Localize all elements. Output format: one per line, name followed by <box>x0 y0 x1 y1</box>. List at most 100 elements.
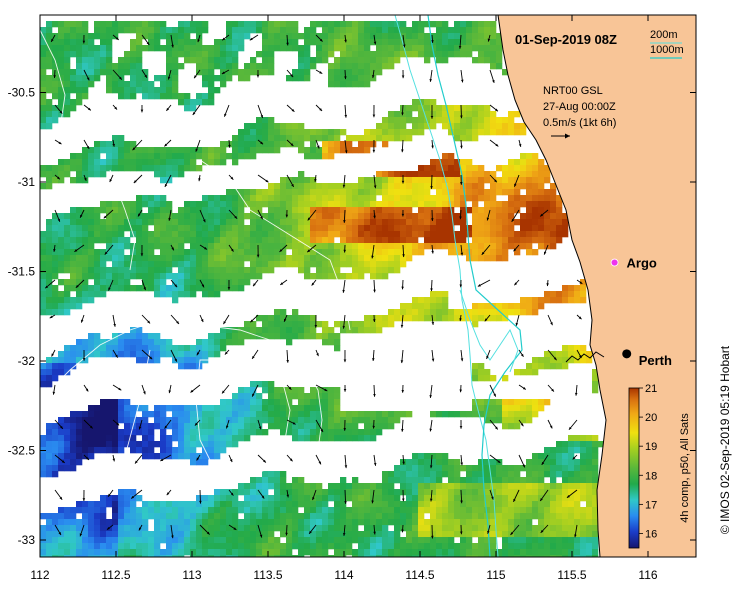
sst-pixel <box>568 477 575 484</box>
sst-pixel <box>70 261 77 268</box>
current-vector-head <box>115 354 118 358</box>
sst-pixel <box>454 525 461 532</box>
sst-pixel <box>172 435 179 442</box>
sst-pixel <box>226 489 233 496</box>
sst-pixel <box>64 159 71 166</box>
sst-pixel <box>478 51 485 58</box>
sst-pixel <box>460 33 467 40</box>
sst-pixel <box>568 441 575 448</box>
sst-pixel <box>280 135 287 142</box>
sst-pixel <box>106 495 113 502</box>
sst-pixel <box>58 39 65 46</box>
sst-pixel <box>400 303 407 310</box>
sst-pixel <box>538 489 545 496</box>
sst-pixel <box>100 417 107 424</box>
sst-pixel <box>100 543 107 550</box>
sst-pixel <box>364 489 371 496</box>
sst-pixel <box>382 141 389 148</box>
sst-pixel <box>364 207 371 214</box>
sst-pixel <box>412 129 419 136</box>
sst-pixel <box>454 33 461 40</box>
sst-pixel <box>490 117 497 124</box>
sst-pixel <box>256 429 263 436</box>
sst-pixel <box>40 285 47 292</box>
sst-pixel <box>376 555 383 557</box>
sst-pixel <box>376 537 383 544</box>
sst-pixel <box>46 435 53 442</box>
sst-pixel <box>424 555 431 557</box>
sst-pixel <box>436 39 443 46</box>
sst-pixel <box>166 57 173 64</box>
sst-pixel <box>292 483 299 490</box>
sst-pixel <box>490 405 497 412</box>
sst-pixel <box>544 459 551 466</box>
sst-pixel <box>490 231 497 238</box>
sst-pixel <box>160 195 167 202</box>
sst-pixel <box>448 165 455 172</box>
sst-pixel <box>334 423 341 430</box>
sst-pixel <box>214 213 221 220</box>
sst-pixel <box>46 33 53 40</box>
sst-pixel <box>448 33 455 40</box>
sst-pixel <box>556 459 563 466</box>
sst-pixel <box>70 165 77 172</box>
sst-pixel <box>106 549 113 556</box>
sst-pixel <box>562 345 569 352</box>
sst-pixel <box>544 357 551 364</box>
sst-pixel <box>178 501 185 508</box>
sst-pixel <box>292 495 299 502</box>
sst-pixel <box>160 261 167 268</box>
sst-pixel <box>124 339 131 346</box>
sst-pixel <box>142 507 149 514</box>
sst-pixel <box>64 21 71 28</box>
sst-pixel <box>328 483 335 490</box>
sst-pixel <box>100 141 107 148</box>
sst-pixel <box>130 261 137 268</box>
sst-pixel <box>262 531 269 538</box>
sst-pixel <box>244 69 251 76</box>
sst-pixel <box>172 219 179 226</box>
sst-pixel <box>310 261 317 268</box>
sst-pixel <box>190 219 197 226</box>
sst-pixel <box>538 231 545 238</box>
sst-pixel <box>154 423 161 430</box>
sst-pixel <box>184 21 191 28</box>
sst-pixel <box>46 447 53 454</box>
sst-pixel <box>484 255 491 262</box>
sst-pixel <box>508 117 515 124</box>
sst-pixel <box>112 33 119 40</box>
sst-pixel <box>538 357 545 364</box>
sst-pixel <box>580 279 587 286</box>
sst-pixel <box>40 435 47 442</box>
current-vector-head <box>194 75 197 79</box>
sst-pixel <box>394 267 401 274</box>
sst-pixel <box>142 501 149 508</box>
sst-pixel <box>106 447 113 454</box>
sst-pixel <box>292 261 299 268</box>
sst-pixel <box>274 513 281 520</box>
sst-pixel <box>208 429 215 436</box>
sst-pixel <box>172 453 179 460</box>
sst-pixel <box>130 525 137 532</box>
current-vector-head <box>495 426 498 430</box>
sst-pixel <box>436 489 443 496</box>
sst-pixel <box>118 285 125 292</box>
sst-pixel <box>76 39 83 46</box>
sst-pixel <box>166 213 173 220</box>
sst-pixel <box>274 555 281 557</box>
sst-pixel <box>424 303 431 310</box>
sst-pixel <box>118 345 125 352</box>
sst-pixel <box>250 429 257 436</box>
sst-pixel <box>358 495 365 502</box>
sst-pixel <box>190 351 197 358</box>
sst-pixel <box>220 513 227 520</box>
sst-pixel <box>436 231 443 238</box>
sst-pixel <box>472 183 479 190</box>
sst-pixel <box>364 327 371 334</box>
sst-pixel <box>442 483 449 490</box>
sst-pixel <box>466 471 473 478</box>
sst-pixel <box>88 291 95 298</box>
sst-pixel <box>412 117 419 124</box>
sst-pixel <box>154 333 161 340</box>
sst-pixel <box>352 555 359 557</box>
